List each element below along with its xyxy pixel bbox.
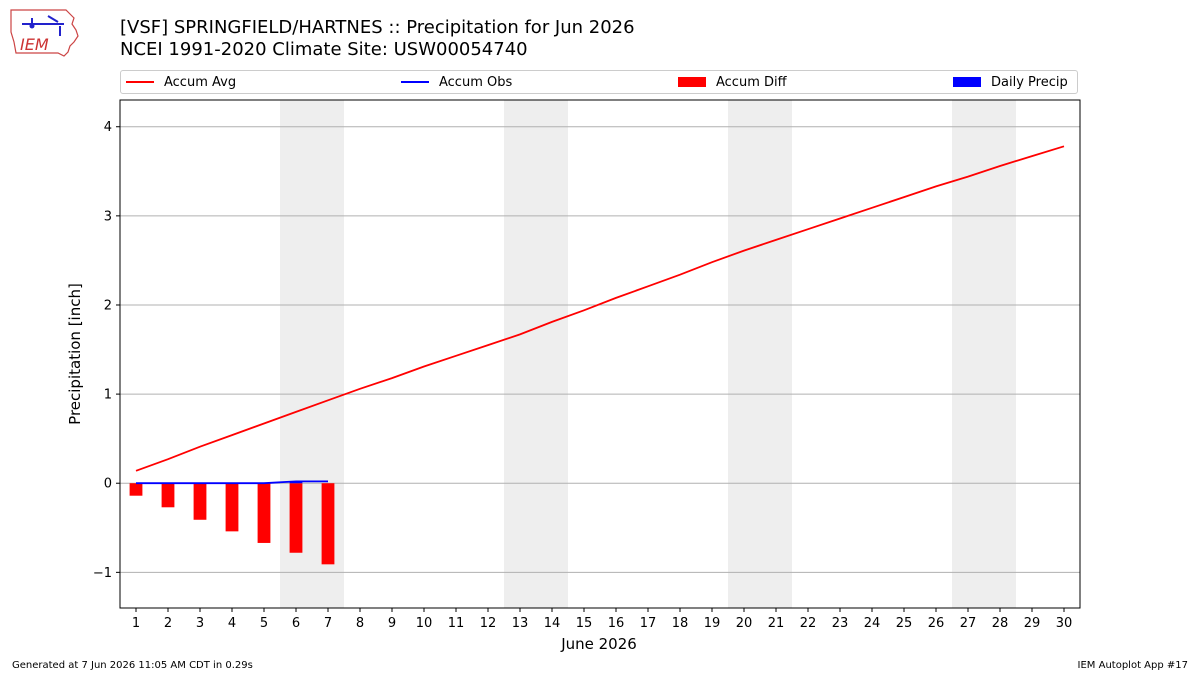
x-tick-label: 24 [864,616,881,631]
legend-item-accum-avg: Accum Avg [126,74,236,90]
x-tick-label: 18 [672,616,689,631]
series-lines [135,145,1065,485]
bar-accum-diff [257,483,271,543]
x-tick-label: 1 [132,616,140,631]
weekend-shade-13-14 [504,100,568,608]
y-tick-label: 4 [104,120,112,135]
x-tick-label: 5 [260,616,268,631]
x-tick-label: 6 [292,616,300,631]
app-label: IEM Autoplot App #17 [1077,660,1188,671]
legend-swatch-accum-avg [126,81,154,83]
legend-label-daily-precip: Daily Precip [991,74,1068,90]
x-tick-label: 2 [164,616,172,631]
x-tick-label: 29 [1024,616,1041,631]
station-dot-icon [29,23,35,29]
x-axis-ticks: 1 2 3 4 5 6 7 8 9 10 11 12 13 14 15 16 17 18 19 20 21 22 23 24 2… [132,608,1072,631]
y-tick-label: 0 [104,477,112,492]
bar-accum-diff [289,483,303,553]
y-tick-label: 3 [104,209,112,224]
weekend-shade-27-28 [952,100,1016,608]
y-tick-label: 1 [104,388,112,403]
x-tick-label: 21 [768,616,785,631]
weekend-shade-6-7 [280,100,344,608]
x-tick-label: 4 [228,616,236,631]
y-axis-ticks: −1 0 1 2 3 4 [93,120,120,581]
legend-label-accum-diff: Accum Diff [716,74,787,90]
legend-item-daily-precip: Daily Precip [953,74,1068,90]
iowa-outline-icon [10,9,79,57]
generated-timestamp: Generated at 7 Jun 2026 11:05 AM CDT in … [12,660,253,671]
x-tick-label: 19 [704,616,721,631]
bar-daily-precip [289,481,303,484]
weather-station-icon [22,15,64,36]
x-tick-label: 25 [896,616,913,631]
x-tick-label: 10 [416,616,433,631]
x-tick-label: 30 [1056,616,1073,631]
plot-frame [119,99,1081,609]
chart-title: [VSF] SPRINGFIELD/HARTNES :: Precipitati… [120,17,635,38]
y-tick-label: 2 [104,298,112,313]
grid-lines [120,126,1080,573]
x-tick-label: 8 [356,616,364,631]
bar-accum-diff [161,483,175,508]
legend-swatch-accum-diff [678,77,706,87]
x-tick-label: 14 [544,616,561,631]
weekend-shading [280,100,1016,608]
x-tick-label: 16 [608,616,625,631]
x-tick-label: 17 [640,616,657,631]
x-tick-label: 13 [512,616,529,631]
x-tick-label: 11 [448,616,465,631]
weekend-shade-20-21 [728,100,792,608]
x-tick-label: 23 [832,616,849,631]
x-tick-label: 28 [992,616,1009,631]
legend: Accum Avg Accum Obs Accum Diff Daily Pre… [120,70,1078,94]
line-accum-avg [135,145,1065,472]
x-tick-label: 7 [324,616,332,631]
bar-accum-diff [321,483,335,565]
bars [129,481,335,565]
legend-item-accum-diff: Accum Diff [678,74,787,90]
logo-text: IEM [20,35,49,54]
x-tick-label: 27 [960,616,977,631]
legend-label-accum-obs: Accum Obs [439,74,513,90]
legend-item-accum-obs: Accum Obs [401,74,512,90]
bar-accum-diff [225,483,239,532]
iem-logo: IEM [10,9,79,57]
x-tick-label: 20 [736,616,753,631]
x-tick-label: 12 [480,616,497,631]
line-accum-obs [136,480,328,485]
legend-swatch-daily-precip [953,77,981,87]
bar-accum-diff [193,483,207,520]
bar-accum-diff [129,483,143,496]
x-tick-label: 26 [928,616,945,631]
legend-swatch-accum-obs [401,81,429,83]
x-tick-label: 3 [196,616,204,631]
x-tick-label: 15 [576,616,593,631]
x-tick-label: 22 [800,616,817,631]
x-tick-label: 9 [388,616,396,631]
y-tick-label: −1 [93,566,112,581]
chart-subtitle: NCEI 1991-2020 Climate Site: USW00054740 [120,39,528,60]
legend-label-accum-avg: Accum Avg [164,74,237,90]
y-axis-label: Precipitation [inch] [66,283,84,425]
x-axis-label: June 2026 [560,635,637,653]
